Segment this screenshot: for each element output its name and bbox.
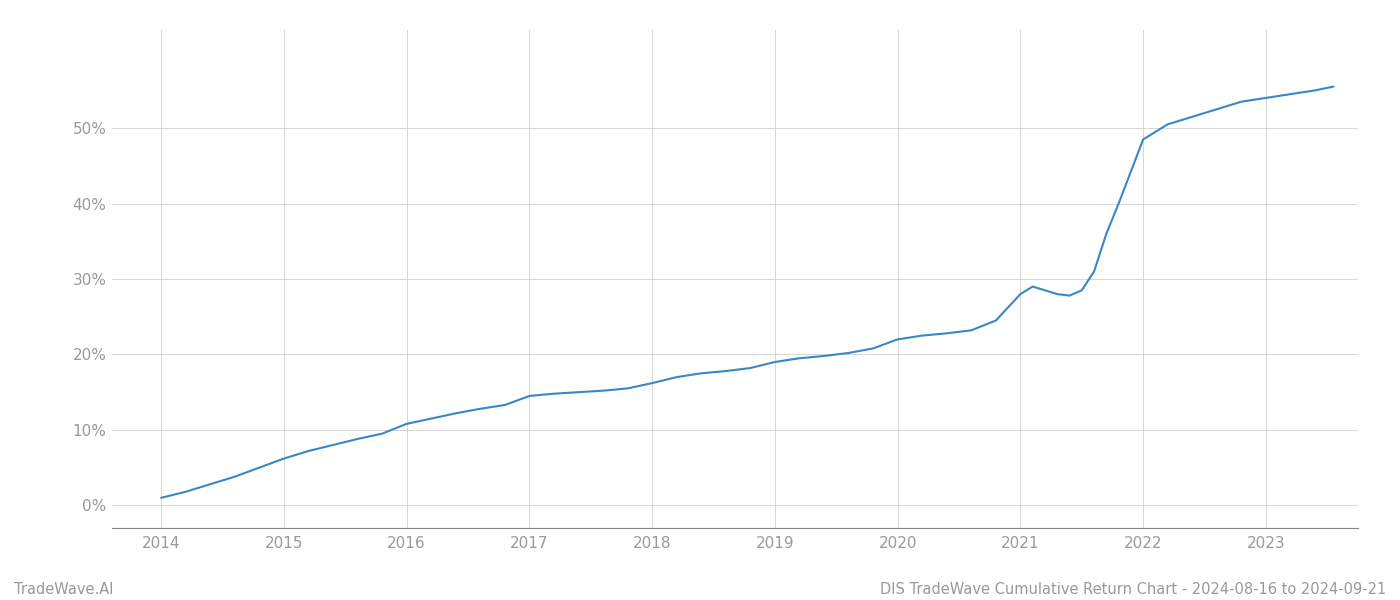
Text: DIS TradeWave Cumulative Return Chart - 2024-08-16 to 2024-09-21: DIS TradeWave Cumulative Return Chart - … [879,582,1386,597]
Text: TradeWave.AI: TradeWave.AI [14,582,113,597]
